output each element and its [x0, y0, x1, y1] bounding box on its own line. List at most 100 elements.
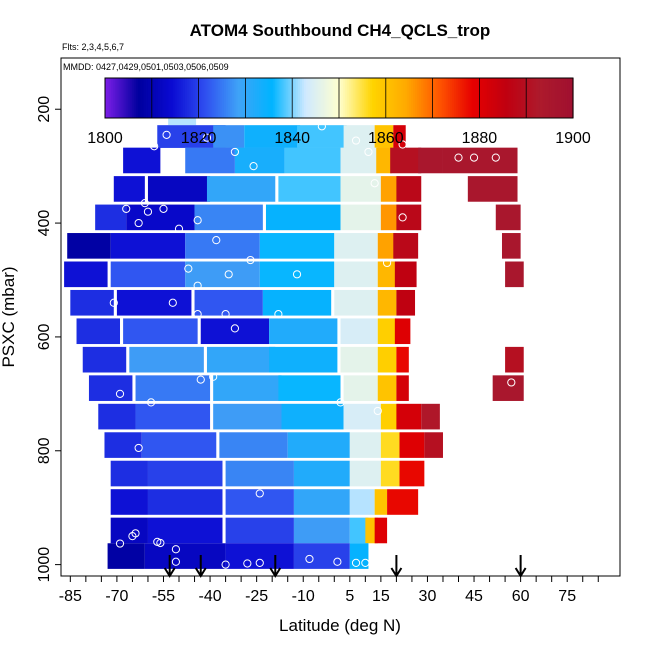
- sample-point: [143, 207, 153, 216]
- colorbar-swatch: [292, 78, 295, 118]
- heatmap-cell: [219, 432, 288, 458]
- sample-point: [351, 558, 361, 568]
- colorbar-swatch: [202, 78, 206, 118]
- colorbar-swatch: [325, 78, 328, 118]
- colorbar-swatch: [192, 78, 196, 118]
- colorbar-swatch: [112, 78, 116, 118]
- heatmap-cell: [287, 432, 350, 458]
- colorbar-swatch: [323, 78, 326, 118]
- colorbar-swatch: [532, 78, 535, 118]
- heatmap-cell: [377, 346, 397, 373]
- colorbar-swatch: [237, 78, 241, 118]
- colorbar-swatch: [329, 78, 332, 118]
- sample-point: [150, 142, 159, 151]
- heatmap-cell: [129, 346, 204, 373]
- sample-point: [469, 153, 479, 162]
- heatmap-cell: [396, 375, 409, 401]
- colorbar-swatch: [543, 78, 547, 118]
- colorbar-swatch: [245, 78, 248, 118]
- colorbar-swatch: [356, 78, 360, 118]
- dates-note: MMDD: 0427,0429,0501,0503,0506,0509: [63, 62, 229, 72]
- colorbar-swatch: [450, 78, 453, 118]
- colorbar-swatch: [157, 78, 161, 118]
- colorbar-swatch: [370, 78, 373, 118]
- heatmap-cell: [76, 318, 121, 345]
- colorbar-swatch: [520, 78, 523, 118]
- colorbar-swatch: [294, 78, 297, 118]
- colorbar-swatch: [124, 78, 128, 118]
- x-tick-label: 15: [372, 588, 390, 605]
- heatmap-cell: [225, 543, 294, 569]
- colorbar-swatch: [463, 78, 467, 118]
- colorbar-tick-label: 1820: [181, 130, 217, 147]
- colorbar-swatch: [528, 78, 531, 118]
- heatmap-cell: [269, 318, 338, 345]
- colorbar-swatch: [405, 78, 408, 118]
- colorbar-swatch: [555, 78, 558, 118]
- colorbar-swatch: [457, 78, 461, 118]
- colorbar-swatch: [442, 78, 445, 118]
- heatmap-cell: [505, 346, 524, 373]
- colorbar-swatch: [469, 78, 473, 118]
- colorbar-swatch: [409, 78, 412, 118]
- colorbar-swatch: [165, 78, 168, 118]
- colorbar-swatch: [479, 78, 482, 118]
- heatmap-cell: [396, 204, 422, 231]
- colorbar-swatch: [426, 78, 430, 118]
- colorbar-swatch: [508, 78, 512, 118]
- colorbar-tick-label: 1800: [87, 130, 123, 147]
- colorbar-swatch: [231, 78, 235, 118]
- sample-point: [305, 554, 314, 564]
- colorbar-swatch: [411, 78, 414, 118]
- colorbar-swatch: [381, 78, 385, 118]
- colorbar-swatch: [142, 78, 145, 118]
- colorbar-swatch: [173, 78, 176, 118]
- heatmap-cell: [225, 489, 294, 515]
- colorbar-swatch: [253, 78, 256, 118]
- colorbar-swatch: [190, 78, 194, 118]
- heatmap-cell: [157, 125, 226, 148]
- colorbar-swatch: [376, 78, 379, 118]
- heatmap-cell: [377, 233, 397, 259]
- colorbar-swatch: [374, 78, 377, 118]
- colorbar-swatch: [502, 78, 506, 118]
- sample-point: [398, 140, 407, 149]
- heatmap-cell: [418, 147, 443, 174]
- colorbar-tick-label: 1880: [462, 130, 498, 147]
- colorbar-swatch: [130, 78, 133, 118]
- colorbar-swatch: [547, 78, 551, 118]
- sample-point: [115, 539, 125, 548]
- sample-point: [230, 147, 240, 157]
- colorbar-swatch: [218, 78, 221, 118]
- sample-point: [243, 559, 252, 568]
- colorbar-swatch: [350, 78, 354, 118]
- colorbar-swatch: [522, 78, 525, 118]
- colorbar-swatch: [151, 78, 155, 118]
- heatmap-cell: [390, 147, 422, 174]
- colorbar-swatch: [105, 78, 108, 118]
- colorbar-swatch: [518, 78, 521, 118]
- colorbar-swatch: [220, 78, 223, 118]
- colorbar-swatch: [559, 78, 562, 118]
- colorbar-swatch: [571, 78, 574, 118]
- colorbar-swatch: [313, 78, 317, 118]
- sample-point: [140, 199, 149, 208]
- x-tick-label: 45: [465, 588, 483, 605]
- heatmap-cell: [110, 489, 148, 515]
- sample-point: [156, 538, 165, 548]
- colorbar-swatch: [506, 78, 510, 118]
- heatmap-cell: [387, 489, 419, 515]
- sample-point: [398, 213, 407, 222]
- colorbar-swatch: [335, 78, 338, 118]
- colorbar-swatch: [452, 78, 455, 118]
- colorbar-swatch: [454, 78, 457, 118]
- heatmap-cell: [343, 403, 381, 430]
- heatmap-cell: [374, 517, 388, 544]
- colorbar-swatch: [216, 78, 219, 118]
- colorbar-swatch: [415, 78, 418, 118]
- sample-point: [491, 153, 500, 162]
- sample-point: [115, 389, 125, 398]
- y-axis: 200 400 600 800 1000: [36, 96, 62, 582]
- heatmap-cell: [213, 403, 282, 430]
- colorbar-swatch: [516, 78, 519, 118]
